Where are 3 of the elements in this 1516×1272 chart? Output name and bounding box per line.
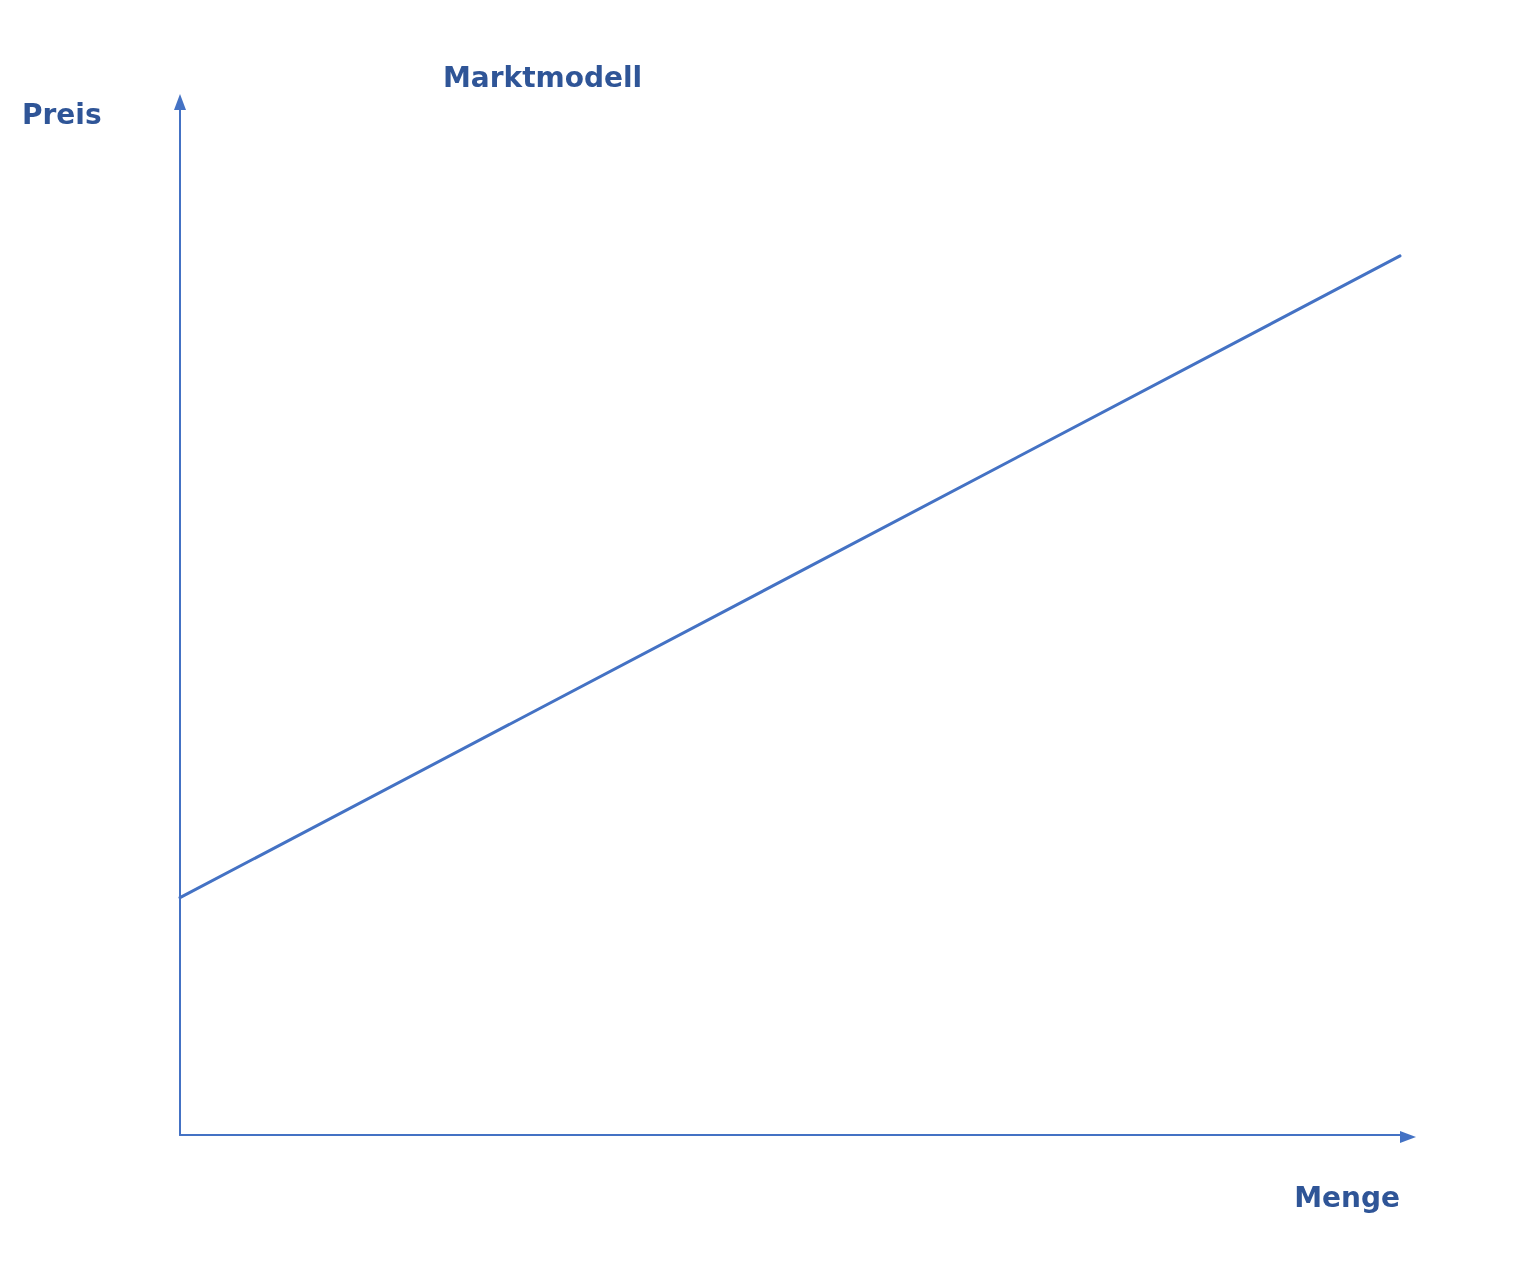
- y-axis-title: Preis: [22, 97, 102, 131]
- x-axis-title: Menge: [1294, 1180, 1400, 1214]
- chart-title: Marktmodell: [443, 60, 643, 94]
